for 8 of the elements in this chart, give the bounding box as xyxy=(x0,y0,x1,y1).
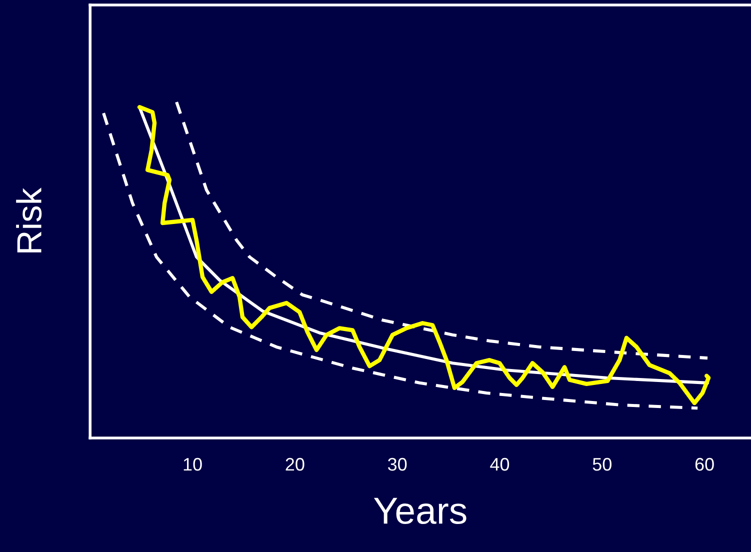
x-axis-title: Years xyxy=(374,498,466,524)
y-axis-title: Risk xyxy=(16,188,42,252)
x-tick-label: 10 xyxy=(184,458,202,471)
x-tick-label: 50 xyxy=(592,458,612,471)
x-tick-label: 40 xyxy=(490,458,510,471)
x-tick-label: 20 xyxy=(286,458,304,471)
x-tick-label: 60 xyxy=(695,458,714,471)
x-tick-label: 30 xyxy=(388,458,407,471)
